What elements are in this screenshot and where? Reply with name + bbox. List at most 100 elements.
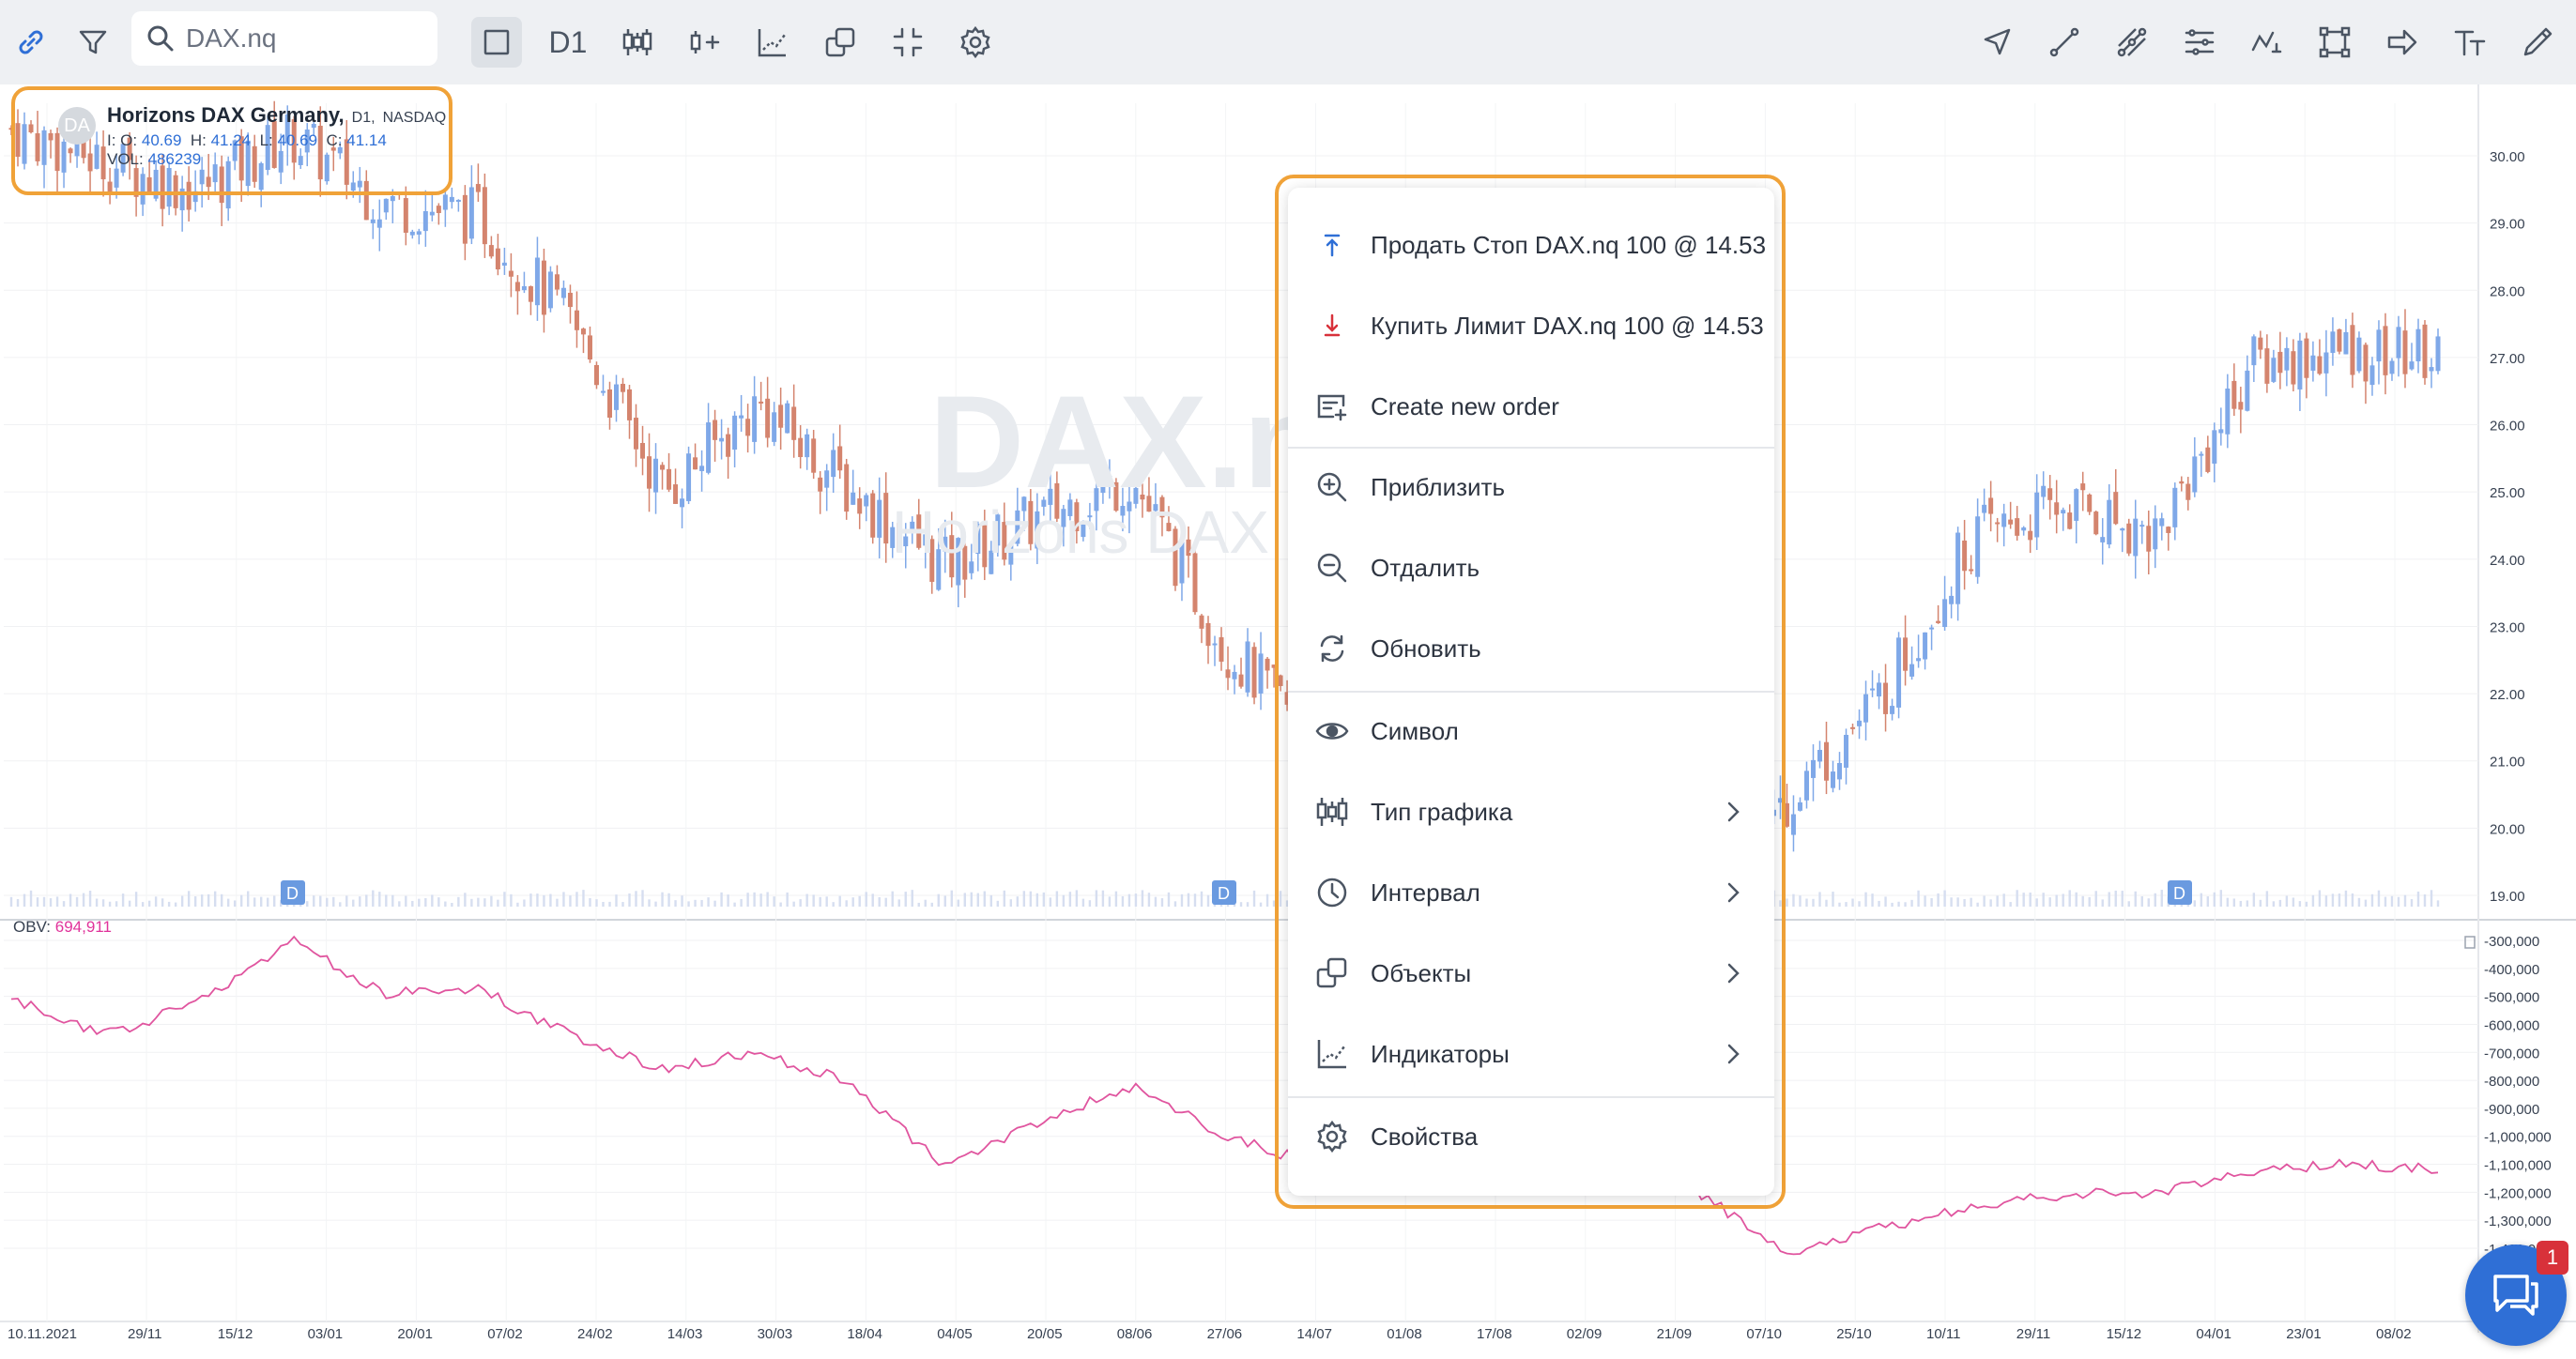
volume-bar	[937, 893, 940, 907]
candle-body	[1784, 802, 1789, 827]
obv-tick-label: -1,000,000	[2484, 1130, 2552, 1146]
menu-item-sell-stop[interactable]: Продать Стоп DAX.nq 100 @ 14.53	[1288, 208, 1774, 282]
sell-stop-icon	[1312, 225, 1352, 265]
obv-tick-label: -900,000	[2484, 1102, 2539, 1118]
candle-body	[2218, 429, 2224, 434]
volume-bar	[2114, 890, 2117, 907]
candle-body	[48, 132, 54, 141]
time-tick-label: 29/11	[128, 1326, 161, 1342]
pattern-tool-icon[interactable]	[2242, 17, 2292, 68]
crosshair-mode-button[interactable]	[471, 17, 522, 68]
volume-bar	[1134, 893, 1138, 907]
obv-tick-label: -500,000	[2484, 990, 2539, 1006]
candle-body	[706, 422, 712, 473]
menu-item-chart-type[interactable]: Тип графика	[1288, 775, 1774, 848]
volume-bar	[1818, 892, 1821, 907]
candle-body	[1258, 653, 1264, 694]
volume-bar	[1897, 901, 1900, 907]
volume-bar	[1068, 892, 1072, 907]
fibonacci-tool-icon[interactable]	[2174, 17, 2225, 68]
time-tick-label: 08/02	[2376, 1326, 2412, 1342]
candle-body	[311, 124, 316, 129]
fullscreen-icon[interactable]	[882, 17, 933, 68]
candle-body	[2376, 329, 2382, 362]
time-tick-label: 10.11.2021	[8, 1326, 77, 1342]
cursor-tool-icon[interactable]	[1971, 17, 2022, 68]
menu-item-objects[interactable]: Объекты	[1288, 937, 1774, 1010]
menu-item-zoom-out[interactable]: Отдалить	[1288, 531, 1774, 604]
channel-tool-icon[interactable]	[2107, 17, 2157, 68]
volume-bar	[1180, 893, 1184, 907]
shape-tool-icon[interactable]	[2309, 17, 2360, 68]
interval-button[interactable]: D1	[541, 17, 595, 68]
candle-body	[258, 162, 264, 191]
chart-type-icon[interactable]	[612, 17, 663, 68]
candle-body	[2113, 492, 2119, 525]
indicators-icon[interactable]	[747, 17, 798, 68]
menu-item-refresh[interactable]: Обновить	[1288, 612, 1774, 685]
obv-legend[interactable]: OBV: 694,911	[13, 918, 112, 937]
candle-body	[337, 146, 343, 154]
menu-item-buy-limit[interactable]: Купить Лимит DAX.nq 100 @ 14.53	[1288, 289, 1774, 362]
menu-item-indicators[interactable]: Индикаторы	[1288, 1017, 1774, 1091]
volume-bar	[280, 899, 283, 907]
candle-body	[1179, 540, 1185, 584]
menu-item-interval[interactable]: Интервал	[1288, 856, 1774, 929]
candle-body	[1863, 694, 1869, 723]
volume-bar	[95, 898, 99, 907]
symbol-timeframe: D1,	[351, 110, 376, 126]
low-value: 40.69	[277, 131, 318, 149]
volume-bar	[2364, 899, 2368, 907]
candle-body	[2093, 512, 2099, 535]
link-icon[interactable]	[6, 17, 56, 68]
volume-bar	[490, 895, 493, 907]
time-tick-label: 15/12	[2107, 1326, 2142, 1342]
volume-bar	[654, 901, 657, 907]
candle-body	[2245, 370, 2250, 411]
candle-body	[1803, 771, 1809, 801]
candle-body	[2126, 523, 2132, 554]
dividend-marker-label: D	[286, 884, 299, 903]
candle-body	[2225, 388, 2231, 435]
candle-body	[94, 145, 100, 169]
time-tick-label: 10/11	[1926, 1326, 1960, 1342]
volume-bar	[220, 893, 223, 907]
volume-bar	[543, 894, 545, 907]
menu-item-create-order[interactable]: Create new order	[1288, 370, 1774, 443]
arrow-tool-icon[interactable]	[2377, 17, 2428, 68]
search-input[interactable]	[184, 23, 422, 54]
volume-bar	[1858, 901, 1861, 907]
candle-body	[2317, 356, 2323, 374]
volume-bar	[1930, 897, 1933, 907]
trend-line-tool-icon[interactable]	[2039, 17, 2090, 68]
add-comparison-icon[interactable]	[680, 17, 730, 68]
obv-tick-label: -1,200,000	[2484, 1185, 2552, 1201]
candle-body	[449, 196, 454, 203]
brush-tool-icon[interactable]	[2512, 17, 2563, 68]
candle-body	[442, 194, 448, 210]
time-tick-label: 27/06	[1207, 1326, 1243, 1342]
candle-body	[574, 310, 579, 330]
symbol-legend[interactable]: DA Horizons DAX Germany, D1, NASDAQ I: O: …	[11, 86, 452, 195]
volume-bar	[1088, 900, 1092, 907]
time-tick-label: 20/01	[397, 1326, 433, 1342]
volume-bar	[943, 895, 946, 907]
menu-item-label: Свойства	[1371, 1122, 1479, 1151]
volume-bar	[759, 893, 762, 907]
candle-body	[1831, 771, 1836, 788]
candle-body	[501, 262, 507, 267]
menu-item-symbol[interactable]: Символ	[1288, 695, 1774, 768]
objects-icon[interactable]	[815, 17, 866, 68]
volume-bar	[1081, 898, 1085, 907]
text-tool-icon[interactable]	[2445, 17, 2495, 68]
menu-item-properties[interactable]: Свойства	[1288, 1100, 1774, 1173]
settings-gear-icon[interactable]	[950, 17, 1001, 68]
volume-bar	[1279, 891, 1282, 907]
menu-item-label: Купить Лимит DAX.nq 100 @ 14.53	[1371, 311, 1764, 340]
filter-icon[interactable]	[68, 17, 118, 68]
volume-bar	[1792, 893, 1795, 907]
candle-body	[864, 495, 869, 507]
symbol-search[interactable]	[131, 11, 437, 66]
menu-item-zoom-in[interactable]: Приблизить	[1288, 450, 1774, 524]
volume-bar	[451, 902, 453, 907]
